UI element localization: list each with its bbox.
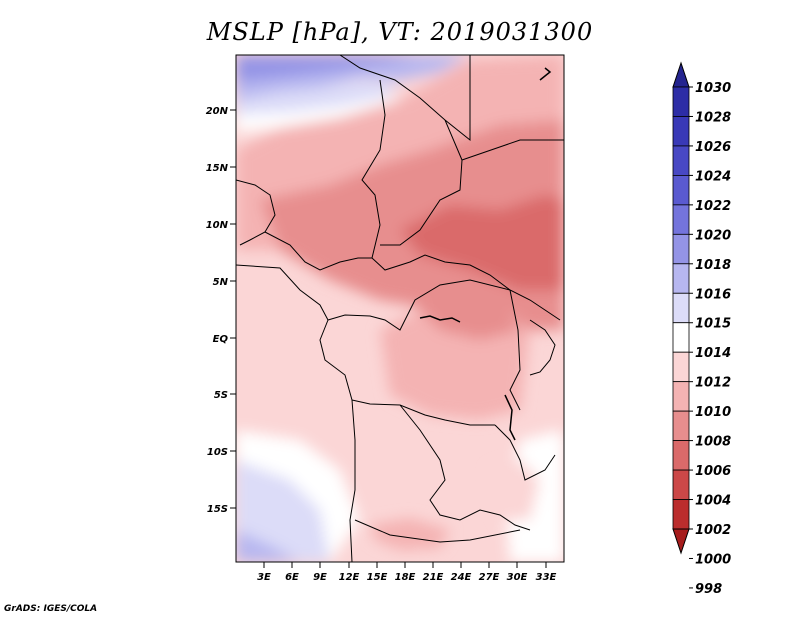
colorbar-label: 1016 (695, 287, 731, 302)
colorbar-swatch (672, 116, 690, 147)
lat-axis: 20N 15N 10N 5N EQ 5S 10S 15S (206, 106, 236, 515)
map-frame (235, 54, 565, 563)
colorbar-label: 1014 (695, 346, 731, 361)
colorbar-swatch (672, 233, 690, 265)
colorbar-label: 1008 (695, 435, 731, 450)
lat-label: 10S (207, 447, 228, 458)
colorbar-label: 1004 (695, 494, 731, 509)
colorbar-swatch (672, 204, 690, 235)
colorbar-swatch (672, 292, 690, 324)
colorbar-label: 998 (695, 582, 722, 597)
colorbar-label: 1022 (695, 199, 731, 214)
lat-label: 15N (206, 163, 229, 174)
colorbar-label: 1010 (695, 405, 731, 420)
lat-label: 20N (206, 106, 229, 117)
lat-label: 15S (207, 504, 228, 515)
colorbar-label: 1024 (695, 169, 731, 184)
colorbar-swatch (672, 499, 690, 530)
lat-label: EQ (213, 334, 229, 345)
colorbar-min-arrow (672, 528, 690, 555)
colorbar-swatch (672, 263, 690, 294)
colorbar-label: 1030 (695, 81, 731, 96)
lat-label: 5N (213, 277, 229, 288)
lon-label: 30E (507, 572, 528, 583)
colorbar-swatch (672, 145, 690, 176)
lon-label: 33E (536, 572, 557, 583)
colorbar-label: 1020 (695, 228, 731, 243)
colorbar-swatch (672, 322, 690, 353)
lon-label: 12E (339, 572, 360, 583)
colorbar-swatch (672, 174, 690, 206)
colorbar-label: 1015 (695, 317, 731, 332)
colorbar-label: 1002 (695, 523, 731, 538)
lon-label: 15E (367, 572, 388, 583)
lon-label: 3E (257, 572, 271, 583)
colorbar-max-arrow (672, 61, 690, 88)
lon-label: 18E (395, 572, 416, 583)
colorbar-label: 1026 (695, 140, 731, 155)
colorbar-swatch (672, 381, 690, 412)
lon-label: 24E (451, 572, 472, 583)
lon-label: 27E (479, 572, 500, 583)
lat-label: 10N (206, 220, 229, 231)
colorbar-label: 1012 (695, 376, 731, 391)
pressure-field (236, 55, 564, 562)
lon-axis: 3E 6E 9E 12E 15E 18E 21E 24E 27E 30E 33E (257, 562, 557, 583)
colorbar-swatch (672, 86, 690, 117)
colorbar-swatch (672, 440, 690, 471)
colorbar-label: 1028 (695, 110, 731, 125)
colorbar-label: 1006 (695, 464, 731, 479)
colorbar-swatch (672, 469, 690, 500)
map-title: MSLP [hPa], VT: 2019031300 (206, 18, 594, 46)
grads-credit: GrADS: IGES/COLA (4, 604, 98, 614)
colorbar-label: 1018 (695, 258, 731, 273)
colorbar-swatch (672, 410, 690, 441)
lon-label: 6E (285, 572, 299, 583)
lon-label: 21E (423, 572, 444, 583)
colorbar-label: 1000 (695, 552, 731, 567)
lat-label: 5S (214, 390, 228, 401)
country-borders (236, 55, 564, 562)
colorbar-legend: 1030 1028 1026 1024 1022 1020 1018 1016 1015 1014… (672, 61, 731, 597)
lon-label: 9E (313, 572, 327, 583)
colorbar-swatch (672, 351, 690, 383)
